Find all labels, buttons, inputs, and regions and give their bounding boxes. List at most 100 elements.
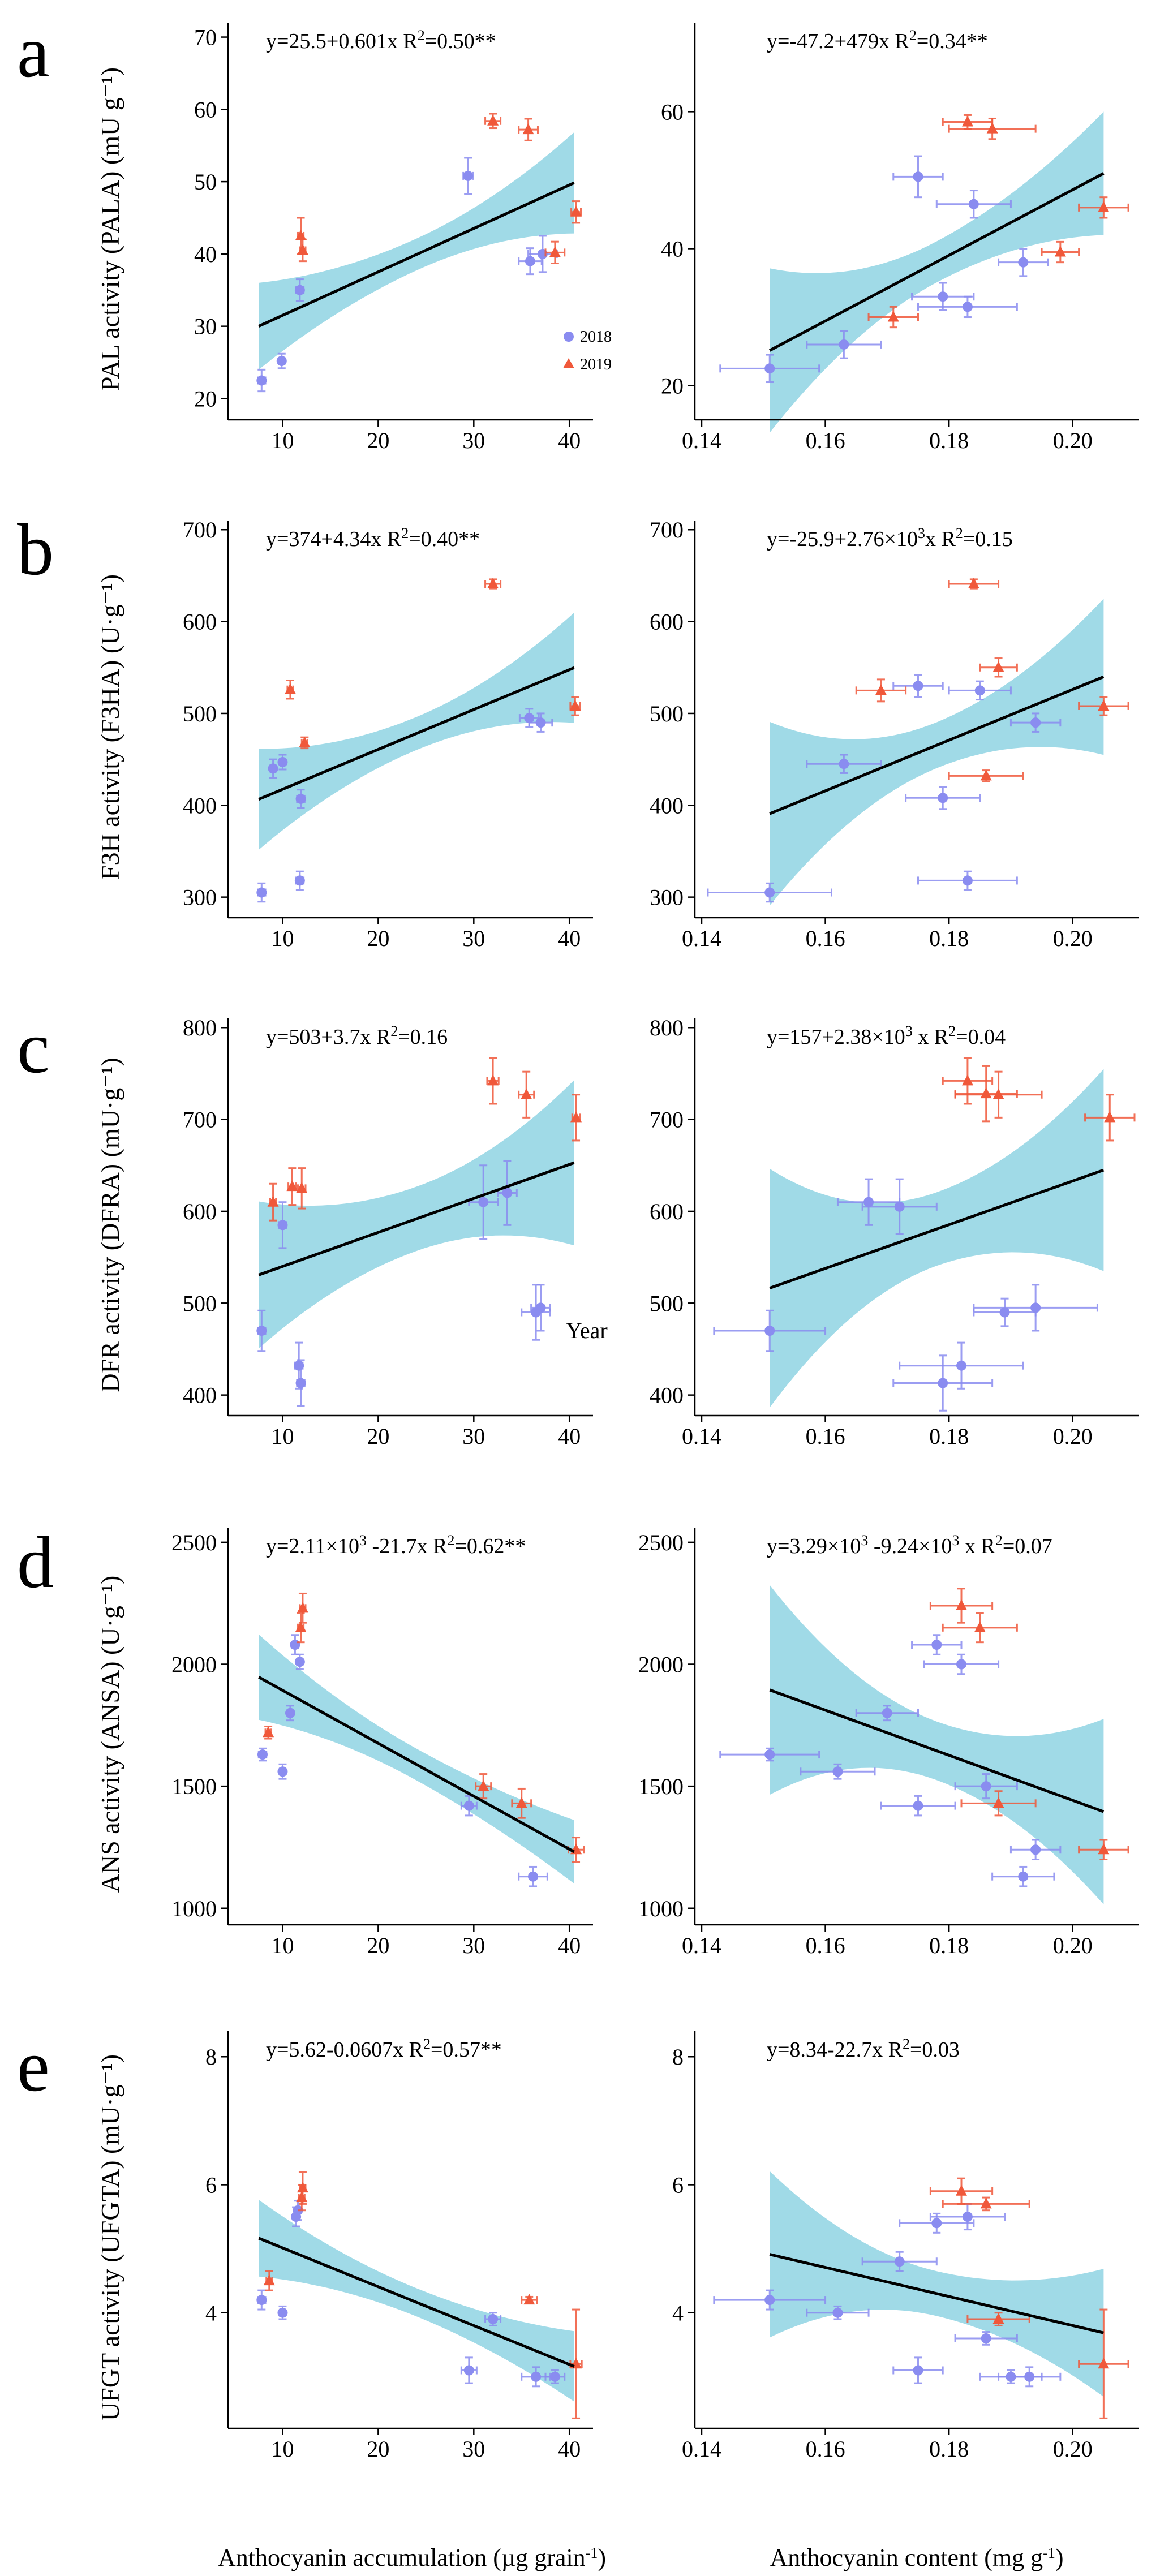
data-point-2018 bbox=[931, 1640, 942, 1650]
data-point-2018 bbox=[531, 2371, 542, 2382]
data-point-2018 bbox=[535, 1302, 546, 1313]
y-tick-label: 2000 bbox=[171, 1652, 217, 1678]
x-tick-label: 30 bbox=[462, 1424, 485, 1449]
data-point-2019 bbox=[1098, 699, 1110, 711]
confidence-band bbox=[259, 2200, 574, 2402]
y-tick-label: 500 bbox=[650, 1291, 684, 1316]
data-point-2018 bbox=[488, 2314, 499, 2325]
data-point-2018 bbox=[1030, 1844, 1041, 1855]
data-point-2019 bbox=[521, 1088, 532, 1099]
data-point-2019 bbox=[992, 1797, 1004, 1808]
equation-part: y=2.11×10 bbox=[266, 1534, 359, 1558]
data-point-2018 bbox=[277, 2307, 288, 2318]
y-tick-label: 400 bbox=[183, 1383, 217, 1408]
x-tick-label: 20 bbox=[367, 926, 389, 951]
y-tick-label: 1000 bbox=[171, 1896, 217, 1921]
y-tick-label: 500 bbox=[183, 701, 217, 726]
data-point-2018 bbox=[956, 1659, 966, 1670]
data-point-2019 bbox=[961, 1074, 973, 1086]
x-tick-label: 0.18 bbox=[929, 1933, 969, 1958]
equation-part: y=5.62-0.0607x R bbox=[266, 2038, 424, 2062]
legend-title: Year bbox=[566, 1318, 608, 1343]
equation-superscript: 2 bbox=[423, 2036, 431, 2052]
data-point-2018 bbox=[277, 756, 288, 767]
equation-part: y=25.5+0.601x R bbox=[266, 29, 418, 53]
equation-superscript: 2 bbox=[956, 525, 963, 541]
panel-2-right: 0.14 0.16 0.18 0.20 400 500 600 700 800 y=157+2.3… bbox=[650, 1015, 1139, 1449]
y-tick-label: 70 bbox=[194, 25, 217, 50]
data-point-2018 bbox=[1024, 2371, 1035, 2382]
data-point-2018 bbox=[1030, 717, 1041, 728]
y-tick-label: 4 bbox=[672, 2300, 684, 2326]
regression-line bbox=[258, 181, 575, 328]
x-tick-label: 0.14 bbox=[682, 926, 721, 951]
data-point-2019 bbox=[478, 1780, 489, 1791]
x-tick-label: 0.18 bbox=[929, 428, 969, 453]
y-axis-label: UFGT activity (UFGTA) (mU·g⁻¹) bbox=[96, 2054, 124, 2421]
equation-part: y=157+2.38×10 bbox=[767, 1025, 905, 1049]
equation-part: -9.24×10 bbox=[868, 1534, 952, 1558]
data-point-2018 bbox=[257, 1749, 268, 1760]
data-point-2019 bbox=[980, 1087, 992, 1099]
x-label-text: ) bbox=[598, 2544, 606, 2571]
y-axis-label: DFR activity (DFRA) (mU·g⁻¹) bbox=[96, 1057, 124, 1392]
equation-part: y=-47.2+479x R bbox=[767, 29, 910, 53]
data-point-2019 bbox=[569, 699, 581, 711]
equation-superscript: 3 bbox=[359, 1532, 367, 1549]
x-tick-label: 10 bbox=[271, 428, 294, 453]
error-bar bbox=[892, 674, 944, 698]
equation-superscript: 2 bbox=[909, 27, 917, 44]
legend-marker-2019 bbox=[563, 358, 574, 368]
y-tick-label: 500 bbox=[650, 701, 684, 726]
data-point-2018 bbox=[463, 1800, 474, 1811]
equation-superscript: 2 bbox=[948, 1023, 956, 1039]
panel-3-right: 0.14 0.16 0.18 0.20 1000 1500 2000 2500 y=3.29×1… bbox=[638, 1528, 1139, 1958]
regression-line bbox=[769, 1168, 1105, 1290]
y-tick-label: 300 bbox=[183, 885, 217, 910]
x-tick-label: 30 bbox=[462, 1933, 485, 1958]
x-tick-label: 40 bbox=[558, 2436, 581, 2462]
equation-part: y=503+3.7x R bbox=[266, 1025, 391, 1049]
equation-part: x R bbox=[959, 1534, 995, 1558]
y-tick-label: 60 bbox=[661, 99, 684, 124]
data-point-2019 bbox=[980, 769, 992, 781]
regression-equation: y=-25.9+2.76×103x R2=0.15 bbox=[767, 525, 1013, 552]
regression-line bbox=[258, 1676, 575, 1853]
equation-part: =0.34** bbox=[917, 29, 988, 53]
data-point-2018 bbox=[839, 339, 849, 350]
confidence-band bbox=[770, 1069, 1104, 1408]
x-tick-label: 40 bbox=[558, 428, 581, 453]
legend-marker-2018 bbox=[564, 332, 574, 342]
regression-line bbox=[258, 666, 575, 801]
y-tick-label: 30 bbox=[194, 314, 217, 339]
x-tick-label: 0.20 bbox=[1053, 2436, 1093, 2462]
y-tick-label: 400 bbox=[650, 793, 684, 818]
equation-superscript: 3 bbox=[918, 525, 925, 541]
confidence-band bbox=[259, 612, 574, 850]
data-point-2018 bbox=[268, 763, 278, 774]
data-point-2019 bbox=[297, 1602, 308, 1613]
data-point-2019 bbox=[297, 244, 308, 255]
legend-label-2019: 2019 bbox=[580, 356, 612, 373]
data-point-2018 bbox=[974, 685, 985, 696]
x-tick-label: 0.16 bbox=[806, 926, 845, 951]
y-tick-label: 6 bbox=[205, 2172, 217, 2197]
data-point-2018 bbox=[1018, 257, 1029, 268]
data-point-2018 bbox=[863, 1197, 874, 1207]
y-axis-label: PAL activity (PALA) (mU g⁻¹) bbox=[96, 67, 124, 391]
equation-superscript: 2 bbox=[447, 1532, 454, 1549]
data-point-2019 bbox=[284, 683, 296, 694]
equation-part: =0.15 bbox=[963, 527, 1013, 551]
panel-4-left: 10 20 30 40 4 6 8 y=5.62-0.0607x R2=0.57** e UFGT… bbox=[17, 2025, 593, 2462]
equation-part: y=8.34-22.7x R bbox=[767, 2038, 903, 2062]
data-point-2019 bbox=[549, 246, 561, 257]
data-point-2019 bbox=[992, 661, 1004, 672]
equation-part: x R bbox=[913, 1025, 949, 1049]
regression-equation: y=8.34-22.7x R2=0.03 bbox=[767, 2036, 960, 2062]
regression-equation: y=5.62-0.0607x R2=0.57** bbox=[266, 2036, 502, 2062]
data-point-2018 bbox=[938, 793, 948, 803]
equation-superscript: 2 bbox=[995, 1532, 1003, 1549]
data-point-2018 bbox=[295, 793, 306, 804]
equation-part: =0.03 bbox=[910, 2038, 960, 2062]
y-tick-label: 600 bbox=[650, 1199, 684, 1224]
